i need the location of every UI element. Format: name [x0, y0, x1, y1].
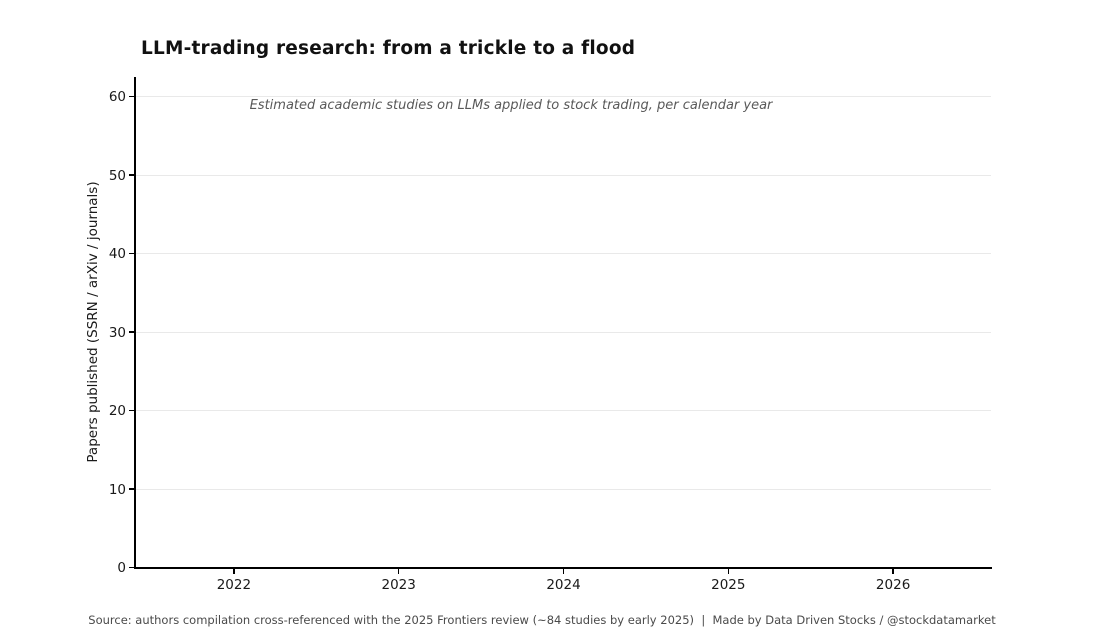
chart-footer-source: Source: authors compilation cross-refere… [88, 613, 996, 627]
y-tick-label: 10 [108, 481, 126, 498]
y-tick-mark [129, 95, 134, 98]
y-tick-label: 0 [117, 560, 126, 576]
y-tick-mark [129, 331, 134, 333]
y-axis-title: Papers published (SSRN / arXiv / journal… [85, 181, 101, 463]
y-gridline [135, 488, 991, 490]
y-gridline [135, 410, 991, 412]
y-tick-mark [129, 409, 134, 412]
x-tick-label: 2025 [711, 577, 746, 593]
chart-subtitle: Estimated academic studies on LLMs appli… [249, 98, 773, 113]
x-tick-mark [892, 569, 894, 574]
y-tick-label: 60 [108, 89, 126, 106]
y-tick-label: 40 [108, 246, 126, 263]
x-tick-mark [727, 569, 730, 574]
chart-title: LLM-trading research: from a trickle to … [141, 38, 636, 59]
y-gridline [135, 331, 991, 333]
x-tick-label: 2026 [875, 577, 911, 593]
y-gridline [135, 253, 991, 255]
y-tick-label: 50 [108, 167, 126, 184]
x-tick-mark [397, 569, 400, 574]
x-tick-label: 2024 [546, 577, 581, 593]
y-tick-mark [129, 566, 134, 569]
x-tick-label: 2023 [381, 577, 416, 593]
y-axis-spine [134, 77, 136, 568]
y-tick-label: 30 [108, 324, 126, 341]
x-tick-label: 2022 [216, 577, 252, 593]
y-gridline [135, 174, 991, 176]
y-tick-label: 20 [108, 403, 126, 420]
y-tick-mark [129, 488, 134, 490]
y-tick-mark [129, 252, 134, 255]
x-tick-mark [233, 569, 235, 574]
x-axis-spine [134, 567, 992, 569]
x-tick-mark [562, 569, 565, 574]
y-tick-mark [129, 174, 134, 176]
y-gridline [135, 96, 991, 98]
